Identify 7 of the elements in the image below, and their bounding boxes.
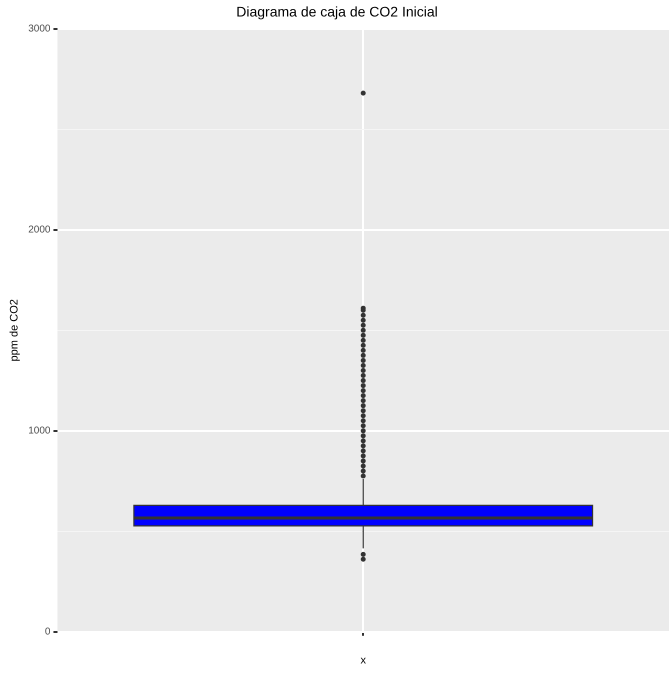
x-axis-title: x (360, 654, 366, 666)
y-tick-label: 3000 (28, 24, 51, 35)
chart-title: Diagrama de caja de CO2 Inicial (236, 3, 438, 20)
y-tick-label: 1000 (28, 426, 51, 437)
y-tick-label: 2000 (28, 224, 51, 236)
y-tick-label: 0 (44, 626, 51, 638)
y-axis-title: ppm de CO2 (8, 299, 21, 362)
